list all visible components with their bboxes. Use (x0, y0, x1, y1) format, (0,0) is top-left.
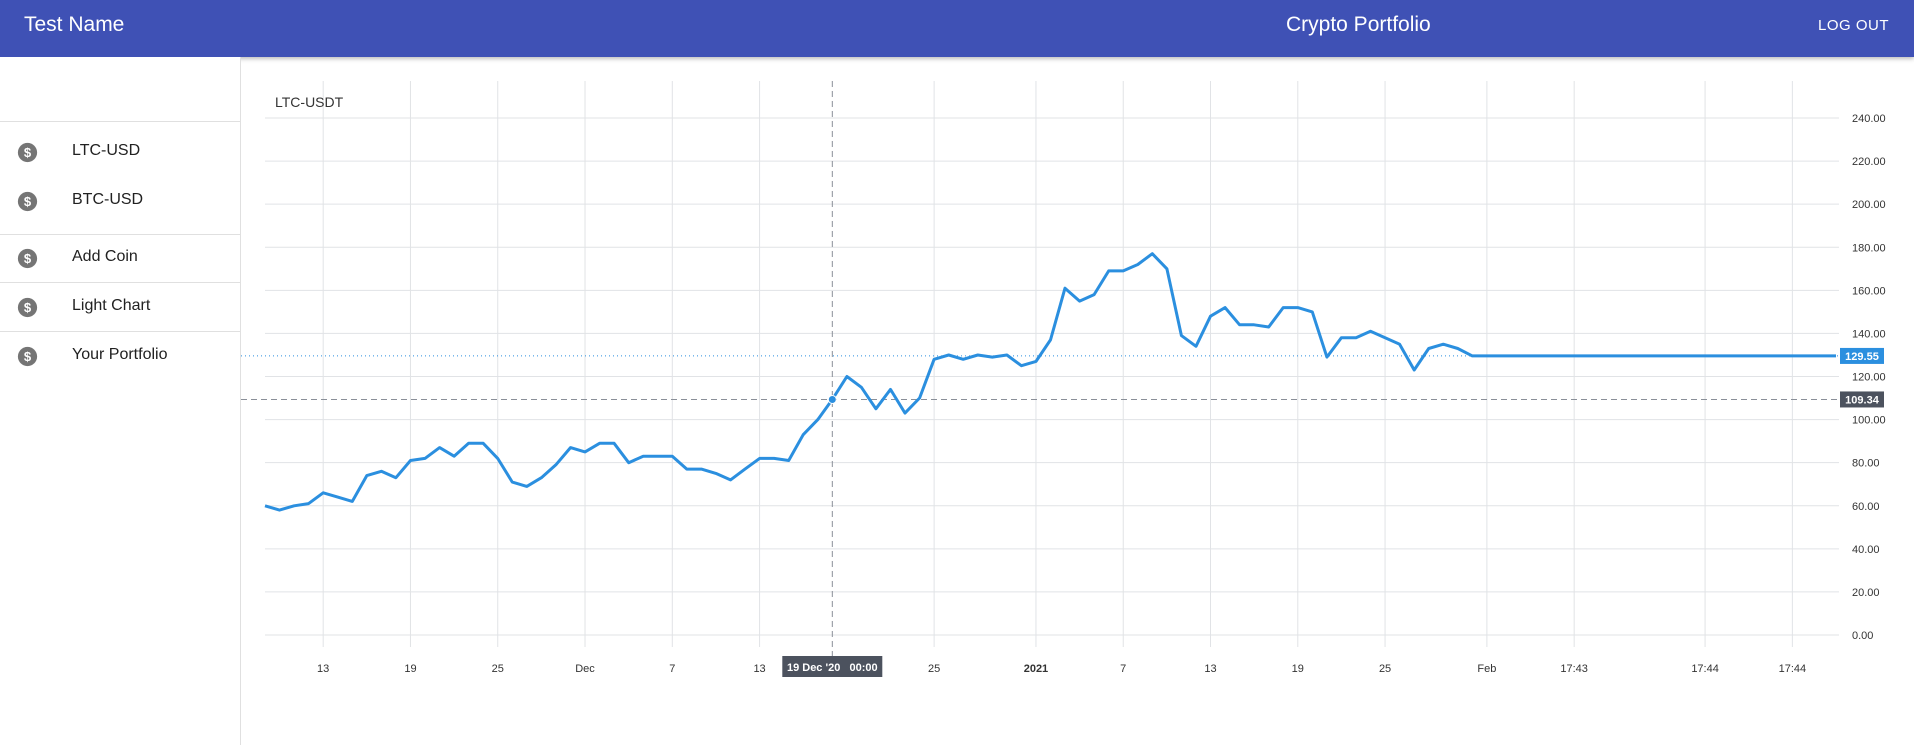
y-tick-label: 200.00 (1852, 199, 1886, 211)
svg-text:$: $ (24, 145, 32, 160)
page-title: Crypto Portfolio (1286, 13, 1431, 36)
sidebar-item-label: Your Portfolio (72, 346, 168, 363)
x-tick-label: 7 (669, 663, 675, 675)
y-tick-label: 140.00 (1852, 328, 1886, 340)
app-bar: Test Name Crypto Portfolio LOG OUT (0, 0, 1914, 57)
x-tick-label: 25 (928, 663, 940, 675)
sidebar-item-label: Light Chart (72, 297, 151, 314)
dollar-icon: $ (17, 142, 38, 163)
last-price-badge (1840, 347, 1884, 364)
dollar-icon: $ (17, 346, 38, 367)
chart-markers (827, 394, 837, 404)
y-tick-label: 20.00 (1852, 587, 1880, 599)
sidebar: $ LTC-USD $ BTC-USD $ Add Coin $ Light C… (0, 57, 241, 745)
x-tick-label: 17:44 (1779, 663, 1807, 675)
chart-title: LTC-USDT (275, 94, 344, 110)
sidebar-item-btc-usd[interactable]: $ BTC-USD (0, 178, 240, 224)
y-tick-label: 180.00 (1852, 242, 1886, 254)
price-chart[interactable]: LTC-USDT 240.00220.00200.00180.00160.001… (241, 57, 1914, 745)
y-tick-label: 0.00 (1852, 630, 1873, 642)
sidebar-item-add-coin[interactable]: $ Add Coin (0, 235, 240, 281)
x-tick-label: 17:43 (1560, 663, 1588, 675)
y-tick-label: 40.00 (1852, 544, 1880, 556)
svg-text:$: $ (24, 349, 32, 364)
x-tick-label: Dec (575, 663, 595, 675)
sidebar-divider (0, 121, 240, 122)
x-tick-label: 13 (317, 663, 329, 675)
sidebar-divider (0, 234, 240, 235)
y-tick-label: 220.00 (1852, 156, 1886, 168)
logout-button[interactable]: LOG OUT (1817, 17, 1889, 34)
y-tick-label: 60.00 (1852, 501, 1880, 513)
svg-text:$: $ (24, 194, 32, 209)
crosshair-point (827, 394, 837, 404)
sidebar-item-light-chart[interactable]: $ Light Chart (0, 284, 240, 330)
x-tick-label: 19 (404, 663, 416, 675)
y-tick-label: 80.00 (1852, 458, 1880, 470)
x-tick-label: 13 (753, 663, 765, 675)
sidebar-item-label: BTC-USD (72, 191, 144, 208)
crosshair-price-badge (1840, 391, 1884, 408)
y-tick-label: 100.00 (1852, 415, 1886, 427)
x-tick-label: 25 (492, 663, 504, 675)
x-tick-label: 25 (1379, 663, 1391, 675)
x-tick-label: 13 (1204, 663, 1216, 675)
brand-name: Test Name (24, 13, 125, 36)
chart-grid (265, 81, 1839, 647)
sidebar-item-label: LTC-USD (72, 142, 141, 159)
svg-text:$: $ (24, 251, 32, 266)
crosshair-time-label: 19 Dec '20 00:00 (787, 662, 878, 674)
x-tick-label: 2021 (1024, 663, 1048, 675)
last-price-label: 129.55 (1845, 351, 1879, 363)
y-tick-label: 240.00 (1852, 113, 1886, 125)
x-tick-label: 19 (1292, 663, 1304, 675)
chart-overlays: 129.55 109.34 19 Dec '20 00:00 (241, 81, 1884, 677)
dollar-icon: $ (17, 248, 38, 269)
dollar-icon: $ (17, 297, 38, 318)
y-tick-label: 160.00 (1852, 285, 1886, 297)
sidebar-item-label: Add Coin (72, 248, 138, 265)
x-tick-label: 17:44 (1691, 663, 1719, 675)
price-line (264, 252, 1836, 512)
sidebar-item-your-portfolio[interactable]: $ Your Portfolio (0, 333, 240, 379)
x-tick-label: Feb (1477, 663, 1496, 675)
price-chart-panel[interactable]: LTC-USDT 240.00 220.00 200.00 180.00 160.00 1… (241, 57, 1914, 745)
x-tick-label: 7 (1120, 663, 1126, 675)
sidebar-item-ltc-usd[interactable]: $ LTC-USD (0, 129, 240, 175)
svg-text:$: $ (24, 300, 32, 315)
y-tick-label: 120.00 (1852, 372, 1886, 384)
crosshair-time-badge (782, 656, 883, 677)
dollar-icon: $ (17, 191, 38, 212)
sidebar-divider (0, 331, 240, 332)
axis-ticks: 240.00 220.00 200.00 180.00 160.00 140.00 120.… (317, 113, 1886, 675)
sidebar-divider (0, 282, 240, 283)
crosshair-price-label: 109.34 (1845, 394, 1880, 406)
